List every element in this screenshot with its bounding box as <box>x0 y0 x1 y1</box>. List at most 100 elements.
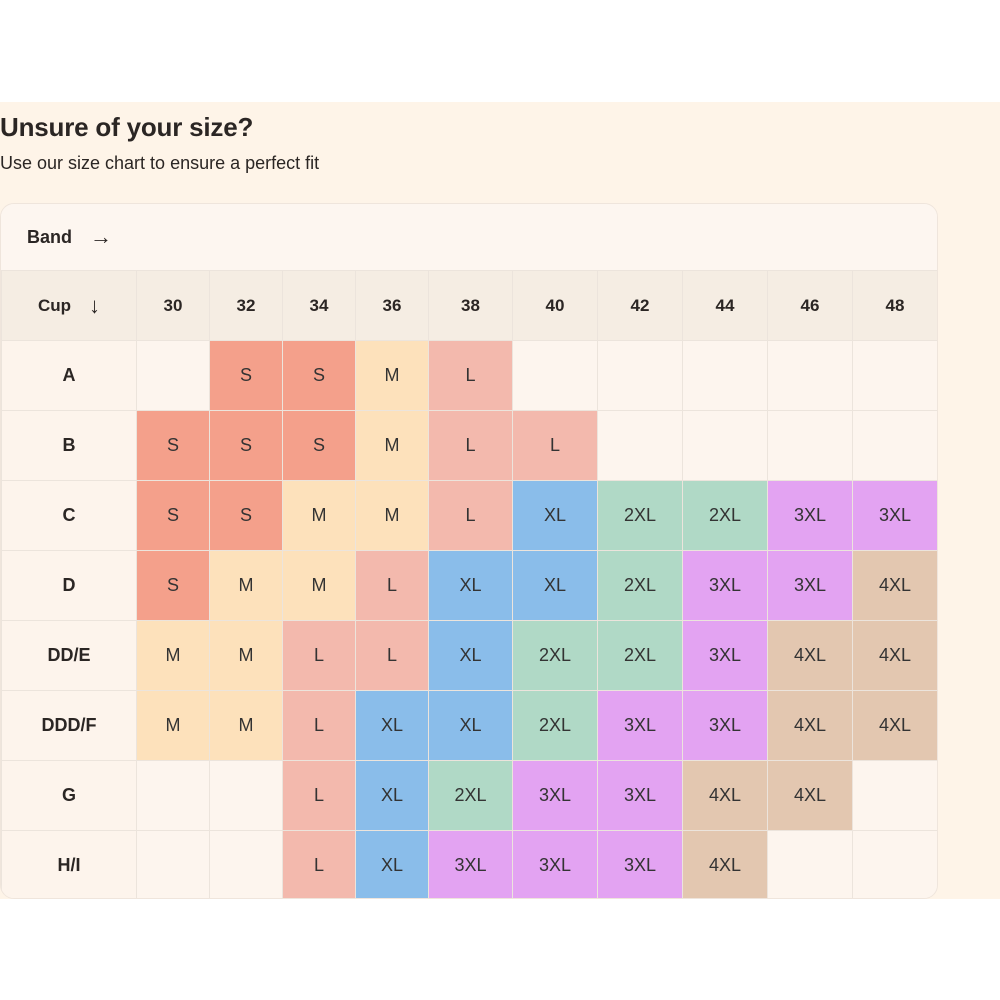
cup-size-label: G <box>1 760 137 831</box>
size-cell: L <box>428 340 513 411</box>
size-cell: 3XL <box>512 830 598 898</box>
band-header: Band → <box>1 204 937 271</box>
size-cell: M <box>209 620 283 691</box>
size-cell: L <box>282 830 356 898</box>
size-cell: 4XL <box>852 690 937 761</box>
size-cell: M <box>282 550 356 621</box>
size-cell: 3XL <box>682 620 768 691</box>
empty-cell <box>136 830 210 898</box>
size-cell: M <box>136 620 210 691</box>
arrow-right-icon: → <box>90 224 112 249</box>
size-cell: XL <box>512 480 598 551</box>
size-cell: 4XL <box>767 760 853 831</box>
empty-cell <box>767 830 853 898</box>
size-cell: S <box>136 410 210 481</box>
size-chart-section: Unsure of your size? Use our size chart … <box>0 102 1000 899</box>
size-cell: L <box>355 620 429 691</box>
size-cell: M <box>209 550 283 621</box>
size-cell: M <box>209 690 283 761</box>
empty-cell <box>767 340 853 411</box>
size-cell: L <box>512 410 598 481</box>
size-cell: M <box>355 340 429 411</box>
size-cell: 2XL <box>428 760 513 831</box>
cup-size-label: H/I <box>1 830 137 898</box>
size-cell: L <box>282 620 356 691</box>
empty-cell <box>136 340 210 411</box>
size-cell: M <box>136 690 210 761</box>
size-cell: XL <box>355 690 429 761</box>
empty-cell <box>852 410 937 481</box>
cup-size-label: DD/E <box>1 620 137 691</box>
size-cell: L <box>355 550 429 621</box>
size-cell: S <box>209 410 283 481</box>
size-cell: 3XL <box>512 760 598 831</box>
empty-cell <box>767 410 853 481</box>
size-cell: 4XL <box>767 620 853 691</box>
size-cell: XL <box>355 760 429 831</box>
table-row: DDD/F M M L XL XL 2XL 3XL 3XL 4XL 4XL <box>1 690 937 761</box>
empty-cell <box>597 340 683 411</box>
table-row: H/I L XL 3XL 3XL 3XL 4XL <box>1 830 937 898</box>
cup-size-label: C <box>1 480 137 551</box>
size-cell: XL <box>512 550 598 621</box>
size-cell: 3XL <box>597 830 683 898</box>
empty-cell <box>682 410 768 481</box>
size-cell: 3XL <box>852 480 937 551</box>
band-size-header: 44 <box>682 270 768 341</box>
cup-size-label: B <box>1 410 137 481</box>
size-cell: S <box>282 410 356 481</box>
size-cell: 2XL <box>597 480 683 551</box>
size-cell: 2XL <box>512 690 598 761</box>
size-cell: 4XL <box>767 690 853 761</box>
size-cell: S <box>136 480 210 551</box>
band-size-header: 30 <box>136 270 210 341</box>
band-size-header: 48 <box>852 270 937 341</box>
cup-size-label: D <box>1 550 137 621</box>
empty-cell <box>209 760 283 831</box>
empty-cell <box>209 830 283 898</box>
size-cell: 3XL <box>682 690 768 761</box>
size-cell: 4XL <box>682 760 768 831</box>
size-cell: L <box>428 410 513 481</box>
size-cell: XL <box>355 830 429 898</box>
size-cell: 4XL <box>852 550 937 621</box>
size-cell: XL <box>428 690 513 761</box>
size-cell: 3XL <box>597 690 683 761</box>
empty-cell <box>852 830 937 898</box>
size-cell: 3XL <box>767 550 853 621</box>
table-row: D S M M L XL XL 2XL 3XL 3XL 4XL <box>1 550 937 621</box>
size-cell: L <box>428 480 513 551</box>
empty-cell <box>512 340 598 411</box>
size-cell: L <box>282 690 356 761</box>
band-size-header: 34 <box>282 270 356 341</box>
size-cell: 2XL <box>597 620 683 691</box>
size-cell: 3XL <box>597 760 683 831</box>
size-cell: 2XL <box>682 480 768 551</box>
band-size-header: 32 <box>209 270 283 341</box>
cup-label: Cup <box>37 295 72 315</box>
cup-size-label: A <box>1 340 137 411</box>
empty-cell <box>682 340 768 411</box>
band-size-header: 40 <box>512 270 598 341</box>
band-size-header: 38 <box>428 270 513 341</box>
section-title: Unsure of your size? <box>0 112 254 142</box>
empty-cell <box>852 760 937 831</box>
cup-size-label: DDD/F <box>1 690 137 761</box>
band-size-header: 46 <box>767 270 853 341</box>
size-cell: M <box>355 480 429 551</box>
band-label: Band <box>27 226 72 247</box>
size-cell: S <box>209 340 283 411</box>
size-cell: M <box>355 410 429 481</box>
size-cell: 3XL <box>767 480 853 551</box>
size-cell: 4XL <box>852 620 937 691</box>
size-cell: S <box>282 340 356 411</box>
size-cell: XL <box>428 620 513 691</box>
size-cell: XL <box>428 550 513 621</box>
cup-header: Cup ↓ <box>1 270 137 341</box>
size-cell: S <box>209 480 283 551</box>
size-cell: 2XL <box>512 620 598 691</box>
